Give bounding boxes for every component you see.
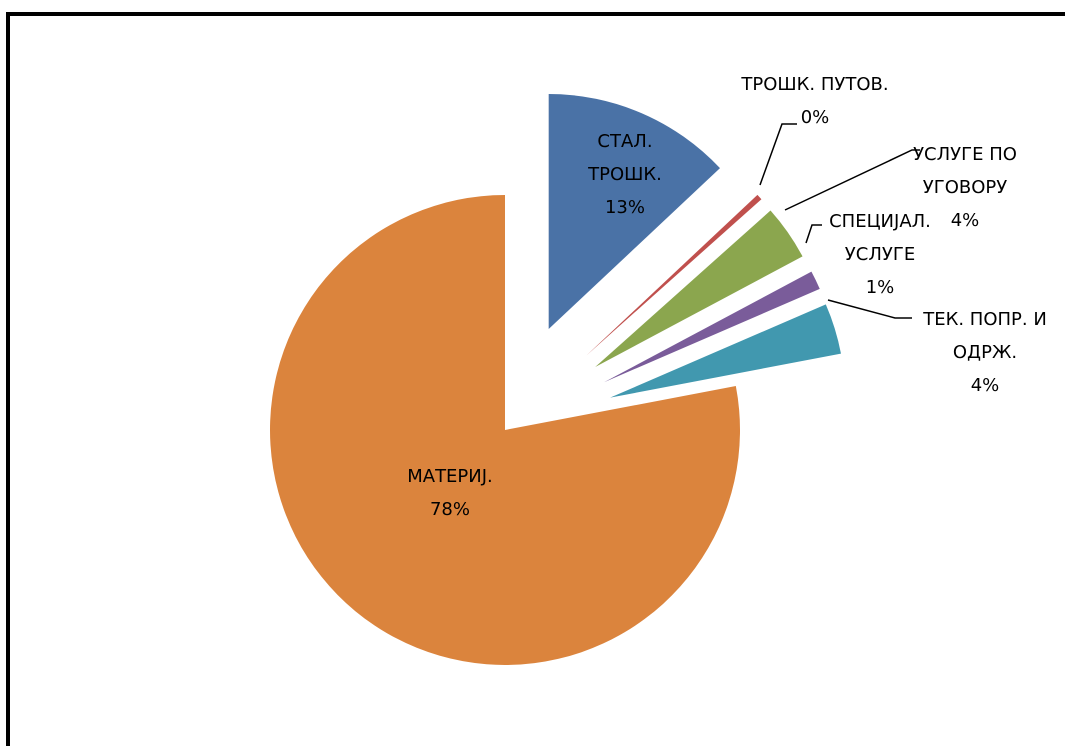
category-label: ТЕК. ПОПР. И ОДРЖ. [923,309,1047,363]
slice-label: СПЕЦИЈАЛ. УСЛУГЕ 1% [815,205,945,304]
slice-label: СТАЛ. ТРОШК. 13% [580,125,670,224]
slice-label: ТЕК. ПОПР. И ОДРЖ. 4% [915,303,1055,402]
pie-slice [604,271,820,383]
slice-label: ТРОШК. ПУТОВ. 0% [695,68,935,134]
value-label: 1% [865,277,895,298]
value-label: 78% [429,499,470,520]
value-label: 0% [800,107,830,128]
pie-slice [610,304,841,398]
leader-line [805,224,822,244]
category-label: СПЕЦИЈАЛ. УСЛУГЕ [829,211,931,265]
leader-line [784,149,920,211]
category-label: МАТЕРИЈ. [407,466,493,487]
pie-slice [595,210,803,368]
slice-label: МАТЕРИЈ. 78% [350,460,550,526]
leader-line [759,123,797,186]
pie-slice [548,94,720,330]
pie-slice [586,194,762,356]
value-label: 13% [604,197,645,218]
pie-slice [270,195,741,666]
category-label: ТРОШК. ПУТОВ. [741,74,889,95]
value-label: 4% [950,210,980,231]
category-label: СТАЛ. ТРОШК. [588,131,662,185]
slice-label: УСЛУГЕ ПО УГОВОРУ 4% [895,138,1035,237]
value-label: 4% [970,375,1000,396]
frame [6,12,1065,746]
category-label: УСЛУГЕ ПО УГОВОРУ [913,144,1017,198]
leader-line [827,299,912,319]
